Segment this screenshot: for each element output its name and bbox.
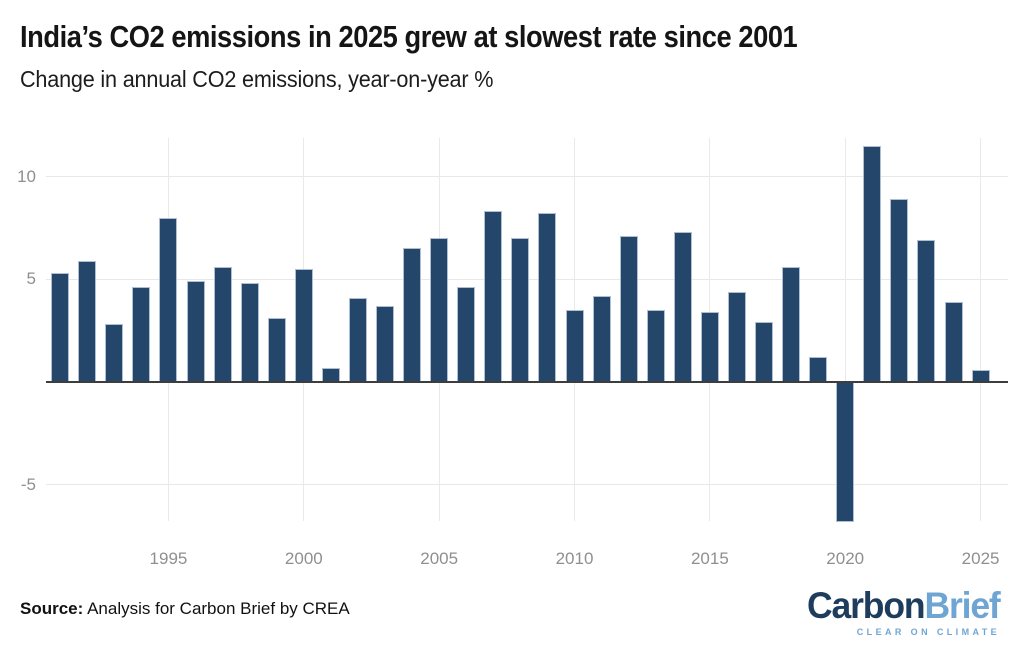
bar-2012: [619, 236, 638, 382]
bar-2013: [646, 310, 665, 382]
bar-1997: [213, 266, 232, 382]
x-tick-label-2025: 2025: [961, 549, 1000, 568]
bar-2003: [376, 305, 395, 382]
y-tick-label-5: 5: [26, 269, 36, 289]
x-tick-label-2020: 2020: [826, 549, 865, 568]
bar-2019: [809, 357, 828, 382]
bar-2020: [836, 382, 855, 522]
x-tick-label-2005: 2005: [420, 549, 459, 568]
bar-1992: [78, 260, 97, 382]
x-tick-label-2000: 2000: [284, 549, 323, 568]
bar-2023: [917, 240, 936, 382]
bar-1998: [240, 283, 259, 382]
bar-2017: [755, 322, 774, 382]
logo-wordmark: CarbonBrief: [807, 585, 1001, 626]
logo-tagline: CLEAR ON CLIMATE: [856, 627, 1000, 637]
chart-title: India’s CO2 emissions in 2025 grew at sl…: [20, 19, 798, 54]
zero-axis-line: [46, 380, 1008, 383]
bar-2010: [565, 310, 584, 382]
bar-2015: [700, 312, 719, 382]
bar-2007: [484, 211, 503, 382]
bar-2009: [538, 213, 557, 382]
source-label: Source:: [20, 599, 84, 618]
bar-2011: [592, 295, 611, 382]
y-tick-label-10: 10: [17, 166, 36, 186]
source-text: Analysis for Carbon Brief by CREA: [83, 599, 350, 618]
bar-2002: [348, 297, 367, 382]
x-tick-label-2015: 2015: [690, 549, 729, 568]
y-gridline--5: [46, 484, 1008, 486]
x-tick-label-1995: 1995: [149, 549, 188, 568]
carbonbrief-logo: CarbonBrief CLEAR ON CLIMATE: [799, 585, 1001, 637]
bar-1995: [159, 217, 178, 382]
bar-1994: [132, 287, 151, 382]
bar-2004: [403, 248, 422, 382]
bar-2018: [782, 266, 801, 382]
bar-1993: [105, 324, 124, 382]
x-gridline-2025: [980, 138, 982, 521]
x-gridline-2020: [844, 138, 846, 521]
bar-2000: [294, 268, 313, 382]
x-tick-label-2010: 2010: [555, 549, 594, 568]
bar-1996: [186, 281, 205, 382]
bar-2006: [457, 287, 476, 382]
logo-carbon: Carbon: [807, 585, 926, 626]
bar-2014: [673, 231, 692, 382]
chart-subtitle: Change in annual CO2 emissions, year-on-…: [20, 66, 494, 92]
bar-2008: [511, 238, 530, 382]
logo-brief: Brief: [924, 585, 1001, 626]
bar-2022: [890, 199, 909, 382]
bar-2016: [727, 291, 746, 382]
bar-1991: [51, 273, 70, 382]
source-note: Source: Analysis for Carbon Brief by CRE…: [20, 599, 350, 619]
y-gridline-10: [46, 176, 1008, 177]
bar-1999: [267, 318, 286, 382]
bar-2021: [863, 145, 882, 382]
y-tick-label--5: -5: [20, 474, 36, 494]
bar-2005: [430, 238, 449, 382]
bar-2024: [944, 301, 963, 382]
